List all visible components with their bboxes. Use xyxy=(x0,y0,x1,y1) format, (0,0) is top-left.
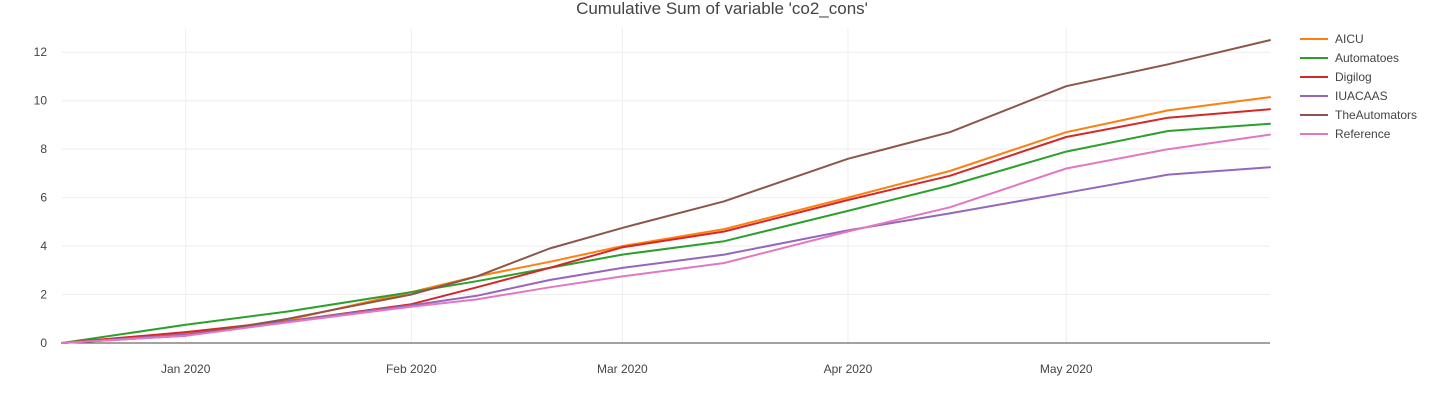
legend[interactable]: AICU Automatoes Digilog IUACAAS TheAutomator… xyxy=(1300,32,1417,141)
series-line-aicu xyxy=(61,96,1271,344)
legend-item-automatoes[interactable]: Automatoes xyxy=(1300,51,1399,65)
x-tick-label: Mar 2020 xyxy=(597,362,648,376)
series-line-automatoes xyxy=(61,122,1271,344)
x-tick-label: Feb 2020 xyxy=(386,362,437,376)
y-tick-label: 8 xyxy=(40,142,47,156)
legend-label: Digilog xyxy=(1335,70,1372,84)
chart-title: Cumulative Sum of variable 'co2_cons' xyxy=(576,0,868,18)
legend-item-aicu[interactable]: AICU xyxy=(1300,32,1364,46)
legend-item-digilog[interactable]: Digilog xyxy=(1300,70,1372,84)
series-line-iuacaas xyxy=(61,166,1271,344)
legend-label: IUACAAS xyxy=(1335,89,1388,103)
series-line-theautomators xyxy=(61,39,1271,344)
legend-label: Reference xyxy=(1335,127,1391,141)
legend-item-theautomators[interactable]: TheAutomators xyxy=(1300,108,1417,122)
legend-label: Automatoes xyxy=(1335,51,1399,65)
y-tick-label: 0 xyxy=(40,336,47,350)
legend-label: TheAutomators xyxy=(1335,108,1417,122)
y-tick-label: 4 xyxy=(40,239,47,253)
y-tick-label: 2 xyxy=(40,288,47,302)
series-layer xyxy=(61,39,1271,344)
grid-layer xyxy=(62,28,1270,343)
x-tick-label: Jan 2020 xyxy=(161,362,211,376)
x-tick-label: Apr 2020 xyxy=(824,362,873,376)
y-tick-label: 12 xyxy=(34,45,48,59)
x-tick-label: May 2020 xyxy=(1040,362,1093,376)
y-tick-label: 10 xyxy=(34,94,48,108)
series-line-digilog xyxy=(61,108,1271,344)
legend-item-iuacaas[interactable]: IUACAAS xyxy=(1300,89,1388,103)
legend-label: AICU xyxy=(1335,32,1364,46)
series-line-reference xyxy=(61,133,1271,344)
y-tick-label: 6 xyxy=(40,191,47,205)
legend-item-reference[interactable]: Reference xyxy=(1300,127,1391,141)
axis-layer: 0 2 4 6 8 10 12 Jan 2020 Feb 2020 Mar 2020 Apr 202… xyxy=(34,45,1270,376)
